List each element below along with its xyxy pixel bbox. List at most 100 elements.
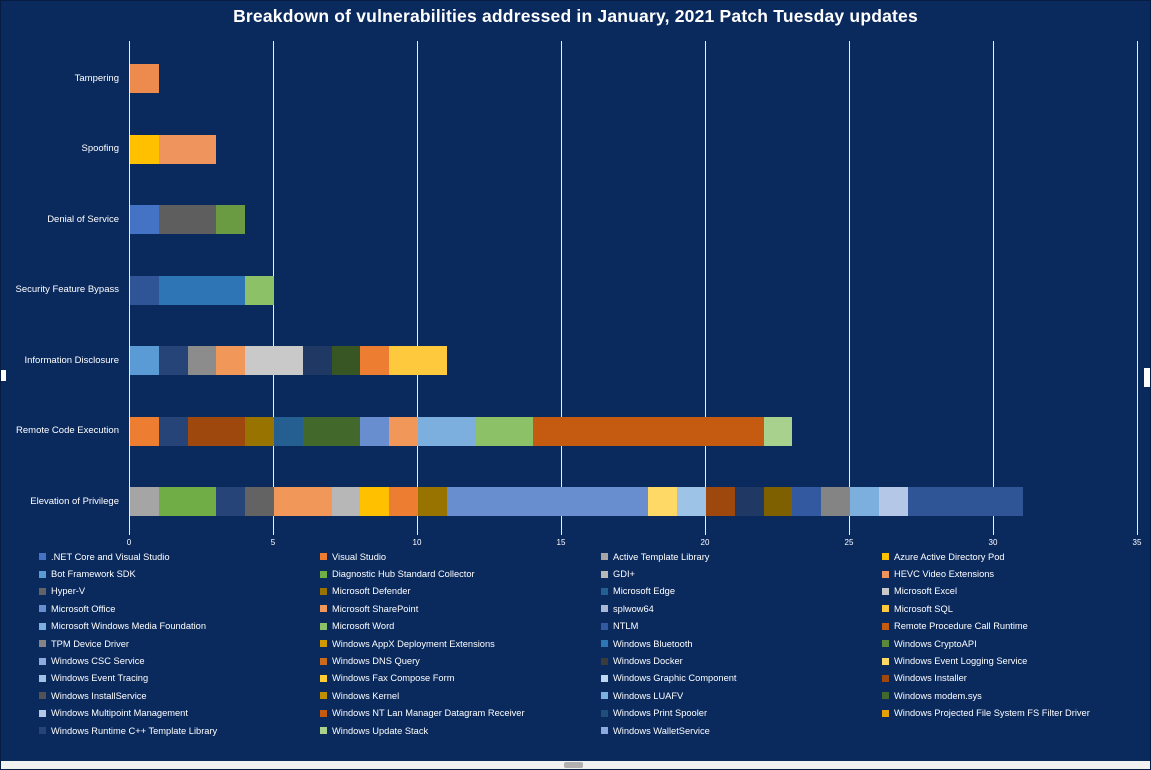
legend-marker	[601, 727, 608, 735]
x-tick-label: 20	[700, 538, 710, 547]
bar-segment	[130, 134, 159, 164]
legend-marker	[320, 657, 327, 665]
legend-label: Microsoft Windows Media Foundation	[51, 621, 207, 632]
bar-segment	[389, 487, 418, 516]
x-tick-label: 10	[412, 538, 422, 547]
bar-segment	[331, 346, 361, 375]
legend-label: Windows InstallService	[51, 690, 147, 701]
x-tick-label: 0	[126, 538, 132, 547]
legend-item: Windows WalletService	[601, 722, 882, 739]
legend-marker	[39, 692, 46, 700]
legend-marker	[601, 657, 608, 665]
bar-segment	[245, 416, 274, 446]
bar-segment	[677, 487, 706, 516]
bar-segment	[418, 416, 476, 446]
legend-label: Windows Graphic Component	[613, 673, 737, 684]
legend-marker	[320, 553, 327, 561]
bar-segment	[216, 487, 246, 516]
bar-segment	[130, 205, 159, 234]
legend-column: Active Template Library GDI+ Microsoft Edg…	[601, 548, 882, 739]
legend-label: Windows LUAFV	[613, 690, 684, 701]
legend-marker	[882, 570, 889, 578]
bar-segment	[792, 487, 822, 516]
legend-marker	[39, 674, 46, 682]
legend-label: Windows Bluetooth	[613, 638, 693, 649]
legend-label: Windows Print Spooler	[613, 708, 708, 719]
legend-item: Microsoft Office	[39, 600, 320, 617]
category-label: Spoofing	[81, 143, 119, 154]
legend-label: Windows NT Lan Manager Datagram Receiver	[332, 708, 525, 719]
legend-marker	[601, 587, 608, 595]
gridline	[849, 41, 850, 535]
bar-segment	[302, 346, 332, 375]
legend-item: .NET Core and Visual Studio	[39, 548, 320, 565]
legend-label: Windows Update Stack	[332, 725, 429, 736]
legend-marker	[882, 640, 889, 648]
legend-item: Windows Print Spooler	[601, 705, 882, 722]
bar-segment	[360, 416, 390, 446]
legend-label: Active Template Library	[613, 551, 710, 562]
legend-marker	[601, 553, 608, 561]
legend-item: GDI+	[601, 565, 882, 582]
bar-segment	[360, 487, 390, 516]
legend-item: Windows CryptoAPI	[882, 635, 1090, 652]
legend-label: GDI+	[613, 569, 635, 580]
legend-marker	[882, 587, 889, 595]
legend-item: Azure Active Directory Pod	[882, 548, 1090, 565]
legend-marker	[39, 709, 46, 717]
gridline	[705, 41, 706, 535]
bar-segment	[187, 346, 217, 375]
legend-label: Windows Multipoint Management	[51, 708, 188, 719]
legend-item: Windows Update Stack	[320, 722, 601, 739]
legend-item: HEVC Video Extensions	[882, 565, 1090, 582]
legend-marker	[601, 674, 608, 682]
legend-item: Windows Projected File System FS Filter …	[882, 705, 1090, 722]
legend-item: Windows CSC Service	[39, 652, 320, 669]
bar-segment	[878, 487, 908, 516]
legend-item: Windows Runtime C++ Template Library	[39, 722, 320, 739]
bar-segment	[158, 346, 188, 375]
legend-item: splwow64	[601, 600, 882, 617]
legend-marker	[882, 605, 889, 613]
legend-label: Windows AppX Deployment Extensions	[332, 638, 495, 649]
bar-segment	[158, 487, 217, 516]
legend-label: Windows Kernel	[332, 690, 400, 701]
legend-item: Windows Multipoint Management	[39, 705, 320, 722]
legend-label: Windows DNS Query	[332, 656, 420, 667]
legend-label: Microsoft SharePoint	[332, 603, 419, 614]
legend-marker	[39, 570, 46, 578]
legend-marker	[320, 587, 327, 595]
bar-segment	[245, 275, 274, 305]
x-tick-label: 25	[844, 538, 854, 547]
legend-marker	[601, 640, 608, 648]
legend-item: Windows Event Tracing	[39, 670, 320, 687]
legend-label: Windows Installer	[894, 673, 967, 684]
bar-segment	[418, 487, 447, 516]
bar-segment	[245, 346, 303, 375]
horizontal-scrollbar[interactable]	[1, 761, 1150, 769]
legend-label: splwow64	[613, 603, 654, 614]
bar-segment	[446, 487, 649, 516]
legend-marker	[39, 727, 46, 735]
legend-marker	[601, 709, 608, 717]
legend-item: Windows Installer	[882, 670, 1090, 687]
legend-marker	[601, 570, 608, 578]
legend-label: Visual Studio	[332, 551, 387, 562]
bar-segment	[216, 346, 246, 375]
x-tick-label: 30	[988, 538, 998, 547]
bar-segment	[533, 416, 764, 446]
bar-segment	[216, 205, 246, 234]
bar-segment	[763, 487, 793, 516]
bar-segment	[130, 275, 159, 305]
legend-item: Remote Procedure Call Runtime	[882, 618, 1090, 635]
x-tick-label: 35	[1132, 538, 1142, 547]
bar-segment	[475, 416, 534, 446]
legend-item: Microsoft SQL	[882, 600, 1090, 617]
legend-label: Windows CryptoAPI	[894, 638, 977, 649]
bar-segment	[158, 205, 217, 234]
category-label: Elevation of Privilege	[30, 495, 119, 507]
scrollbar-thumb[interactable]	[564, 762, 583, 768]
legend-item: Bot Framework SDK	[39, 565, 320, 582]
left-edge-artifact	[1, 370, 6, 381]
legend-marker	[882, 692, 889, 700]
